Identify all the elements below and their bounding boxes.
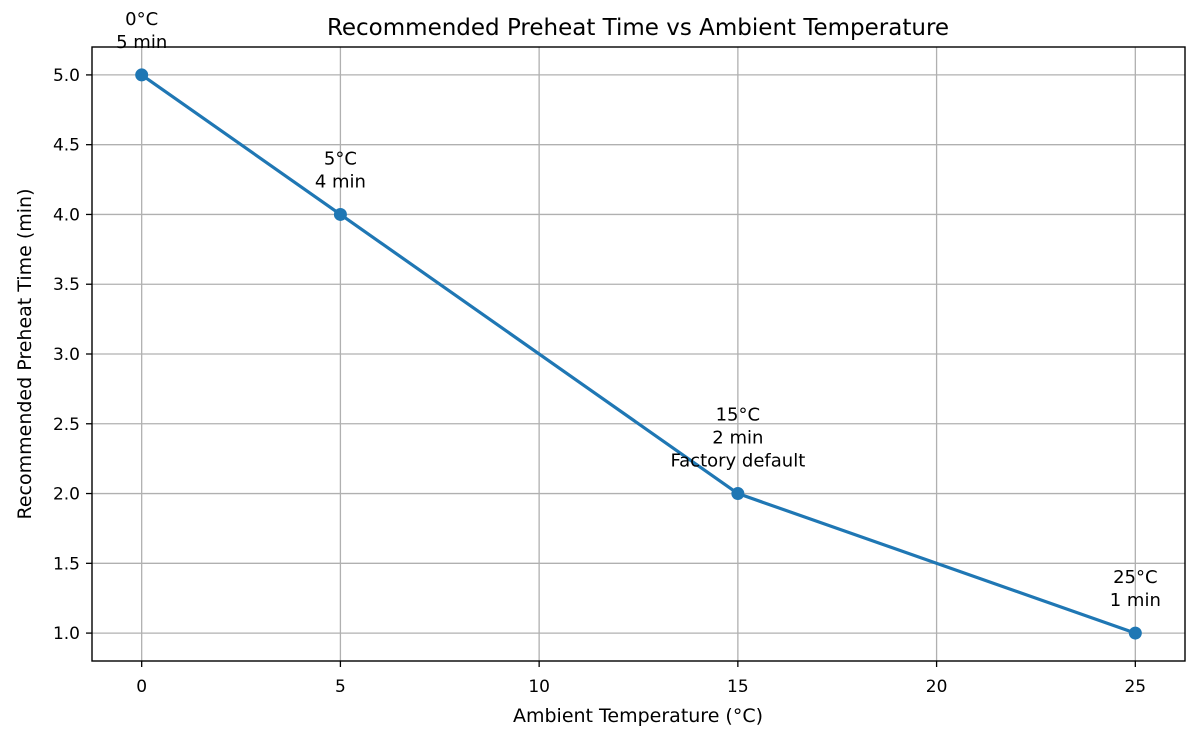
annotation-label: 5 min [116, 32, 167, 53]
plot-frame [91, 46, 1186, 662]
y-axis-label: Recommended Preheat Time (min) [14, 189, 36, 520]
annotation-label: 2 min [712, 428, 763, 449]
annotation-label: 4 min [315, 171, 366, 192]
annotation-label: 1 min [1110, 590, 1161, 611]
series-layer [135, 68, 1142, 640]
annotation-label: Factory default [670, 451, 805, 472]
annotation-label: 25°C [1113, 567, 1157, 588]
chart-title: Recommended Preheat Time vs Ambient Temp… [327, 15, 949, 41]
data-point [1128, 626, 1142, 640]
y-tick-label: 4.0 [53, 205, 80, 225]
y-tick-label: 2.5 [53, 415, 80, 435]
x-tick-label: 5 [335, 677, 346, 697]
x-tick-label: 20 [926, 677, 948, 697]
y-tick-label: 5.0 [53, 66, 80, 86]
y-tick-label: 3.0 [53, 345, 80, 365]
x-tick-label: 0 [136, 677, 147, 697]
x-tick-label: 10 [528, 677, 550, 697]
x-tick-label: 15 [727, 677, 749, 697]
y-tick-label: 1.0 [53, 624, 80, 644]
x-tick-label: 25 [1124, 677, 1146, 697]
annotation-label: 0°C [125, 9, 158, 30]
data-point [333, 207, 347, 221]
data-point [135, 68, 149, 82]
y-tick-label: 2.0 [53, 485, 80, 505]
grid-lines [92, 47, 1185, 661]
annotation-label: 15°C [716, 405, 760, 426]
y-tick-label: 3.5 [53, 275, 80, 295]
y-axis-ticks: 1.0 1.5 2.0 2.5 3.0 3.5 4.0 4.5 5.0 [53, 66, 92, 644]
y-tick-label: 1.5 [53, 554, 80, 574]
x-axis-ticks: 0 5 10 15 20 25 [136, 661, 1146, 697]
y-tick-label: 4.5 [53, 136, 80, 156]
x-axis-label: Ambient Temperature (°C) [513, 705, 763, 727]
data-point [731, 487, 745, 501]
annotation-label: 5°C [324, 148, 357, 169]
series-line [140, 73, 1137, 635]
